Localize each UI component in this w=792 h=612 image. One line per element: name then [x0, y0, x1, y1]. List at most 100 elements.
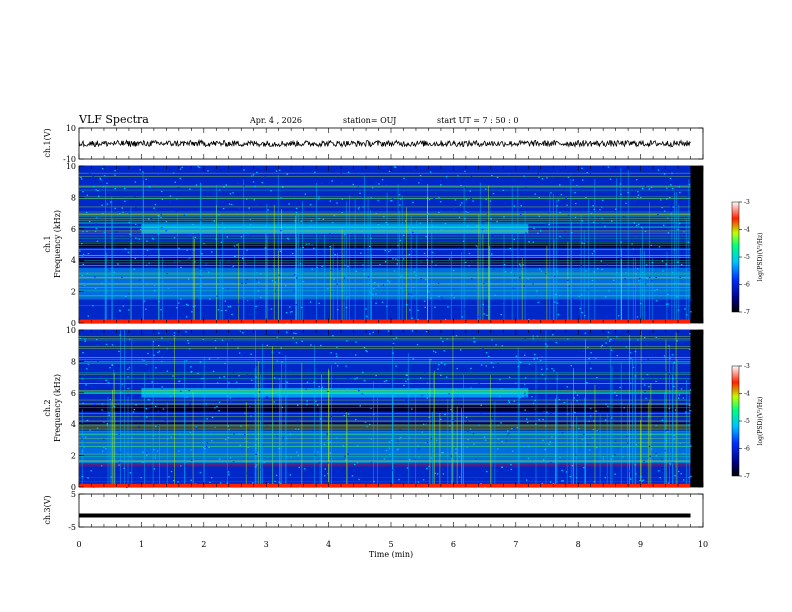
x-tick-label: 3	[264, 540, 269, 549]
spectrogram-speckle	[336, 202, 338, 204]
spectrogram-speckle	[387, 280, 389, 282]
spectrogram-speckle	[117, 263, 119, 265]
spectrogram-speckle	[142, 451, 144, 453]
spectrogram-speckle	[97, 344, 100, 346]
spectrogram-speckle	[218, 189, 221, 191]
spectrogram-speckle	[463, 308, 465, 310]
spectrogram-speckle	[243, 433, 246, 436]
spectrogram-speckle	[214, 426, 216, 428]
spectrogram-speckle	[118, 213, 121, 215]
spectrogram-speckle	[189, 431, 192, 433]
spectrogram-speckle	[94, 187, 97, 189]
spectrogram-speckle	[527, 278, 529, 280]
spectrogram-speckle	[86, 368, 88, 370]
spectrogram-speckle	[314, 171, 316, 173]
spectrogram-speckle	[304, 193, 307, 195]
spectrogram-speckle	[465, 337, 468, 339]
spectrogram-speckle	[206, 442, 209, 444]
spectrogram-speckle	[109, 201, 112, 203]
spectrogram-speckle	[235, 381, 238, 383]
spectrogram-speckle	[94, 224, 96, 226]
spectrogram-speckle	[429, 171, 432, 173]
spectrogram-speckle	[638, 223, 640, 225]
spectrogram-speckle	[94, 230, 97, 232]
spectrogram-speckle	[260, 272, 262, 275]
spectrogram-speckle	[480, 413, 483, 415]
spectrogram-speckle	[154, 405, 157, 407]
spectrogram-speckle	[157, 344, 160, 347]
spectrogram-speckle	[294, 220, 297, 222]
spectrogram-speckle	[187, 304, 189, 306]
spectrogram-speckle	[672, 378, 674, 380]
spectrogram-speckle	[667, 482, 670, 484]
spectrogram-speckle	[536, 335, 539, 337]
spectrogram-speckle	[200, 378, 203, 380]
x-axis-label: Time (min)	[369, 550, 413, 559]
spectrogram-speckle	[81, 274, 84, 277]
spectrogram-speckle	[108, 414, 111, 416]
spectrogram-speckle	[513, 274, 516, 277]
spectrogram-speckle	[392, 258, 394, 260]
spectrogram-speckle	[330, 231, 332, 233]
spectrogram-speckle	[550, 397, 553, 399]
spectrogram-speckle	[176, 307, 178, 309]
spectrogram-speckle	[590, 308, 593, 310]
spectrogram-speckle	[160, 309, 162, 311]
spectrogram-speckle	[635, 473, 637, 475]
spectrogram-speckle	[646, 374, 649, 376]
spectrogram-speckle	[190, 479, 193, 481]
spectrogram-speckle	[186, 249, 188, 251]
spectrogram-speckle	[405, 374, 408, 376]
spectrogram-speckle	[605, 342, 607, 344]
spectrogram-speckle	[105, 379, 107, 382]
spectrogram-speckle	[523, 175, 525, 177]
spectrogram-speckle	[687, 195, 689, 197]
spectrogram-speckle	[471, 278, 473, 280]
spectrogram-speckle	[270, 190, 272, 192]
spectrogram-speckle	[86, 272, 89, 274]
spectrogram-speckle	[510, 468, 513, 471]
spectrogram-speckle	[512, 287, 514, 289]
spectrogram-speckle	[156, 450, 159, 452]
spectrogram-speckle	[373, 480, 375, 483]
spectrogram-speckle	[359, 192, 361, 194]
spectrogram-speckle	[190, 366, 192, 368]
spectrogram-speckle	[626, 400, 629, 402]
spectrogram-speckle	[533, 227, 535, 229]
spectrogram-speckle	[581, 167, 583, 169]
spectrogram-speckle	[84, 436, 87, 438]
spectrogram-speckle	[151, 237, 154, 239]
spectrogram-speckle	[504, 202, 507, 204]
spectrogram-speckle	[238, 303, 240, 305]
spectrogram-speckle	[690, 475, 692, 478]
spectrogram-speckle	[549, 169, 552, 171]
spectrogram-speckle	[255, 438, 258, 440]
spectrogram-speckle	[385, 449, 388, 452]
spectrogram-speckle	[288, 203, 290, 205]
ch1-waveform	[78, 138, 691, 148]
spectrogram-speckle	[601, 268, 603, 270]
spectrogram-speckle	[106, 203, 109, 205]
spectrogram-speckle	[375, 374, 377, 377]
spectrogram-speckle	[497, 448, 499, 450]
spectrogram-speckle	[524, 396, 527, 398]
spectrogram-speckle	[157, 233, 160, 235]
spectrogram-speckle	[589, 415, 592, 417]
spectrogram-speckle	[623, 166, 626, 168]
spectrogram-speckle	[300, 253, 302, 255]
spectrogram-speckle	[185, 303, 188, 305]
spectrogram-speckle	[209, 298, 211, 300]
spectrogram-speckle	[575, 454, 577, 456]
spectrogram-speckle	[249, 219, 252, 221]
spectrogram-speckle	[419, 377, 422, 379]
spectrogram-speckle	[128, 338, 131, 340]
spectrogram-speckle	[233, 245, 236, 247]
spectrogram-speckle	[306, 403, 308, 405]
spectrogram-speckle	[246, 249, 248, 251]
spectrogram-speckle	[641, 187, 644, 190]
spectrogram-speckle	[81, 438, 83, 440]
colorbar-tick-label: -3	[744, 363, 750, 370]
spectrogram-speckle	[259, 468, 261, 471]
spectrogram-speckle	[218, 401, 221, 403]
spectrogram-speckle	[330, 269, 333, 271]
